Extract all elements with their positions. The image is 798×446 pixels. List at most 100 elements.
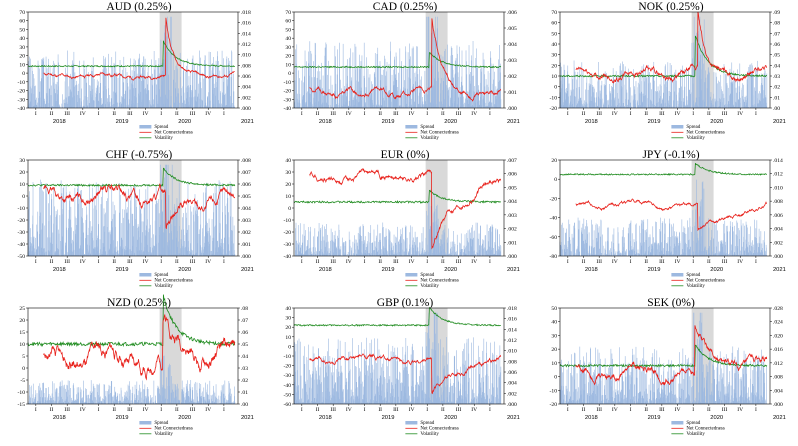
x-year-label: 2018: [53, 267, 66, 273]
x-quarter-label: I: [301, 111, 303, 117]
legend-label: Spread: [154, 273, 168, 278]
y-right-tick-label: .002: [241, 230, 251, 236]
legend-label: Spread: [420, 125, 434, 130]
y-right-tick-label: .002: [507, 227, 517, 233]
y-right-tick-label: .006: [507, 172, 517, 178]
net-connectedness-line: [309, 168, 502, 250]
x-quarter-label: IV: [471, 259, 477, 265]
chart-svg: CHF (-0.75%) 30 20 10 0 -10 -20 -30 -40 -50 .008 .0…: [18, 149, 254, 289]
x-year-label: 2021: [507, 119, 520, 125]
x-quarter-label: II: [378, 259, 382, 265]
x-quarter-label: II: [112, 111, 116, 117]
x-quarter-label: II: [50, 259, 54, 265]
y-right-tick-label: .08: [773, 21, 780, 27]
x-year-label: 2020: [710, 119, 723, 125]
y-left-tick-label: 40: [285, 158, 291, 164]
x-quarter-label: III: [456, 259, 462, 265]
net-connectedness-line: [43, 182, 236, 229]
y-left-tick-label: 20: [285, 54, 291, 60]
x-quarter-label: II: [316, 111, 320, 117]
y-left-tick-label: -30: [18, 97, 26, 103]
chart-title: CHF (-0.75%): [106, 149, 173, 161]
y-right-tick-label: .004: [241, 85, 251, 91]
y-right-tick-label: .002: [241, 95, 251, 101]
x-year-label: 2019: [116, 119, 129, 125]
y-right-tick-label: .001: [507, 240, 517, 246]
y-left-tick-label: -30: [284, 97, 292, 103]
chart-title: AUD (0.25%): [106, 1, 171, 13]
legend-label: Volatility: [154, 284, 173, 289]
x-year-label: 2021: [773, 119, 786, 125]
legend-swatch-spread: [139, 273, 152, 277]
x-quarter-label: I: [567, 111, 569, 117]
chart-panel-1: CAD (0.25%) 70 60 50 40 30 20 10 0 -10 -20 -30 -40 .0…: [266, 0, 532, 148]
y-left-tick-label: 50: [285, 27, 291, 33]
y-right-tick-label: .07: [773, 31, 780, 37]
y-left-tick-label: -10: [550, 95, 558, 101]
x-year-label: 2018: [53, 119, 66, 125]
legend-label: Net Connectedness: [686, 131, 725, 136]
y-left-tick-label: 70: [19, 10, 25, 16]
y-right-tick-label: .09: [773, 10, 780, 16]
x-quarter-label: III: [190, 259, 196, 265]
x-quarter-label: II: [582, 111, 586, 117]
y-right-tick-label: .018: [241, 10, 251, 16]
chart-svg: CAD (0.25%) 70 60 50 40 30 20 10 0 -10 -20 -30 -40 .0…: [284, 1, 520, 141]
y-right-tick-label: .004: [507, 199, 517, 205]
x-quarter-label: III: [190, 111, 196, 117]
x-quarter-label: III: [393, 259, 399, 265]
x-quarter-label: I: [223, 259, 225, 265]
y-right-tick-label: .06: [773, 42, 780, 48]
chart-title: NOK (0.25%): [638, 1, 703, 13]
legend-label: Volatility: [154, 136, 173, 141]
legend-label: Spread: [154, 125, 168, 130]
y-left-tick-label: -20: [284, 89, 292, 95]
legend-swatch-spread: [139, 125, 152, 129]
volatility-line: [293, 189, 502, 204]
legend-label: Spread: [686, 125, 700, 130]
x-quarter-label: IV: [675, 111, 681, 117]
y-left-tick-label: 30: [19, 158, 25, 164]
y-right-tick-label: .000: [507, 254, 517, 260]
y-right-tick-label: .008: [241, 158, 251, 164]
x-quarter-label: I: [301, 259, 303, 265]
y-left-tick-label: -40: [18, 242, 26, 248]
y-right-tick-label: .005: [507, 185, 517, 191]
x-quarter-label: I: [35, 111, 37, 117]
y-right-tick-label: .006: [241, 182, 251, 188]
x-quarter-label: III: [330, 259, 336, 265]
y-right-tick-label: .003: [507, 213, 517, 219]
x-year-label: 2021: [241, 119, 254, 125]
x-quarter-label: I: [364, 111, 366, 117]
x-quarter-label: II: [441, 259, 445, 265]
y-right-tick-label: .012: [241, 42, 251, 48]
y-left-tick-label: -30: [18, 230, 26, 236]
x-quarter-label: I: [426, 111, 428, 117]
plot-frame: [559, 11, 771, 109]
y-left-tick-label: -30: [284, 242, 292, 248]
y-left-tick-label: 10: [285, 194, 291, 200]
x-quarter-label: I: [98, 111, 100, 117]
x-quarter-label: II: [644, 111, 648, 117]
chart-title: EUR (0%): [381, 149, 430, 161]
net-connectedness-line: [43, 17, 235, 81]
y-right-tick-label: .014: [241, 31, 251, 37]
x-quarter-label: IV: [143, 259, 149, 265]
x-quarter-label: III: [596, 111, 602, 117]
plot-frame: [27, 11, 239, 109]
y-left-tick-label: 10: [19, 182, 25, 188]
y-left-tick-label: 0: [22, 71, 25, 77]
legend-label: Net Connectedness: [420, 279, 459, 284]
legend-swatch-spread: [405, 125, 418, 129]
x-year-label: 2018: [319, 119, 332, 125]
net-connectedness-line: [309, 18, 501, 102]
y-left-tick-label: 60: [551, 21, 557, 27]
y-right-tick-label: .04: [773, 63, 780, 69]
x-year-label: 2019: [382, 267, 395, 273]
x-quarter-label: III: [393, 111, 399, 117]
y-right-tick-label: .007: [507, 158, 517, 164]
chart-title: JPY (-0.1%): [642, 149, 699, 161]
x-quarter-label: I: [160, 111, 162, 117]
x-quarter-label: IV: [409, 111, 415, 117]
y-left-tick-label: 50: [19, 27, 25, 33]
